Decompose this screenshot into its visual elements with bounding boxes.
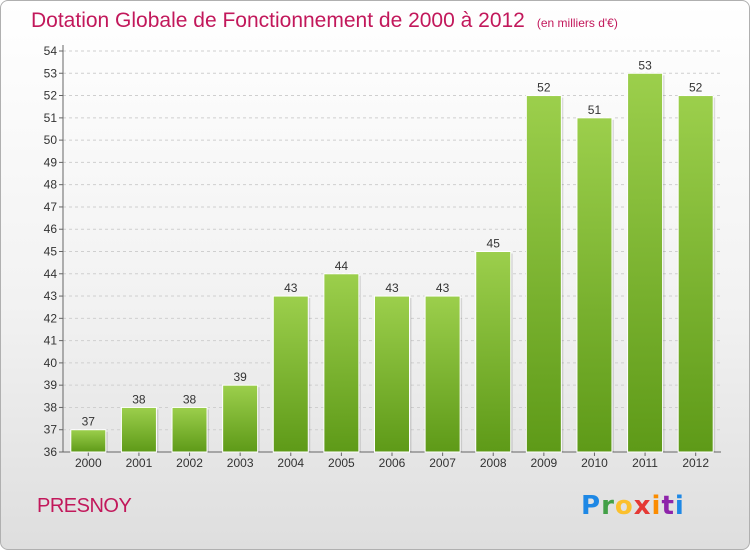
y-tick-label: 54 (44, 44, 58, 58)
bar-2012 (677, 95, 714, 453)
value-label: 38 (132, 392, 146, 406)
y-tick-label: 42 (44, 311, 58, 325)
y-tick-label: 48 (44, 178, 58, 192)
bar-2010 (576, 117, 613, 453)
value-label: 38 (183, 392, 197, 406)
labels: 37 2000 38 2001 38 2002 39 2003 43 2004 44 2005 43 20… (75, 58, 709, 470)
value-label: 39 (233, 370, 247, 384)
y-tick-label: 50 (44, 133, 58, 147)
y-tick-label: 39 (44, 378, 58, 392)
y-tick-label: 49 (44, 155, 58, 169)
bar-2006 (374, 295, 410, 453)
x-tick-label: 2009 (530, 456, 557, 470)
y-tick-label: 43 (44, 289, 58, 303)
chart-title: Dotation Globale de Fonctionnement de 20… (31, 9, 618, 33)
bar-2009 (525, 95, 562, 453)
bar-2011 (627, 72, 664, 453)
value-label: 52 (689, 81, 703, 95)
x-tick-label: 2006 (379, 456, 406, 470)
bar-2000 (70, 429, 107, 453)
commune-name: PRESNOY (37, 495, 132, 517)
x-tick-label: 2008 (480, 456, 507, 470)
y-tick-label: 51 (44, 111, 58, 125)
value-label: 45 (487, 237, 501, 251)
x-tick-label: 2003 (227, 456, 254, 470)
y-tick-label: 38 (44, 400, 58, 414)
y-tick-label: 41 (44, 334, 58, 348)
bar-2007 (424, 295, 461, 453)
y-tick-label: 37 (44, 423, 58, 437)
y-tick-label: 53 (44, 66, 58, 80)
value-label: 43 (284, 281, 298, 295)
x-tick-label: 2002 (176, 456, 203, 470)
value-label: 44 (335, 259, 349, 273)
y-tick-label: 46 (44, 222, 58, 236)
bars (70, 72, 716, 453)
bar-2004 (272, 295, 309, 453)
value-label: 53 (638, 58, 652, 72)
x-tick-label: 2007 (429, 456, 456, 470)
x-tick-label: 2005 (328, 456, 355, 470)
value-label: 52 (537, 81, 551, 95)
y-tick-label: 52 (44, 89, 58, 103)
x-tick-label: 2011 (632, 456, 658, 470)
y-tick-label: 44 (44, 267, 58, 281)
bar-2008 (475, 251, 512, 453)
y-tick-label: 47 (44, 200, 58, 214)
x-tick-label: 2004 (277, 456, 304, 470)
value-label: 51 (588, 103, 602, 117)
chart-subtitle: (en milliers d'€) (536, 16, 618, 30)
value-label: 43 (385, 281, 399, 295)
proxiti-logo: Proxiti (581, 491, 685, 521)
value-label: 43 (436, 281, 450, 295)
x-tick-label: 2001 (126, 456, 153, 470)
y-tick-label: 36 (44, 445, 58, 459)
x-tick-label: 2010 (581, 456, 608, 470)
x-tick-label: 2000 (75, 456, 102, 470)
bar-2003 (222, 384, 259, 453)
y-tick-label: 40 (44, 356, 58, 370)
chart-title-text: Dotation Globale de Fonctionnement de 20… (31, 9, 525, 32)
bar-2005 (323, 273, 360, 453)
value-label: 37 (82, 415, 96, 429)
y-tick-label: 45 (44, 245, 58, 259)
bar-2002 (171, 406, 208, 453)
bar-2001 (120, 406, 157, 453)
x-tick-label: 2012 (682, 456, 709, 470)
